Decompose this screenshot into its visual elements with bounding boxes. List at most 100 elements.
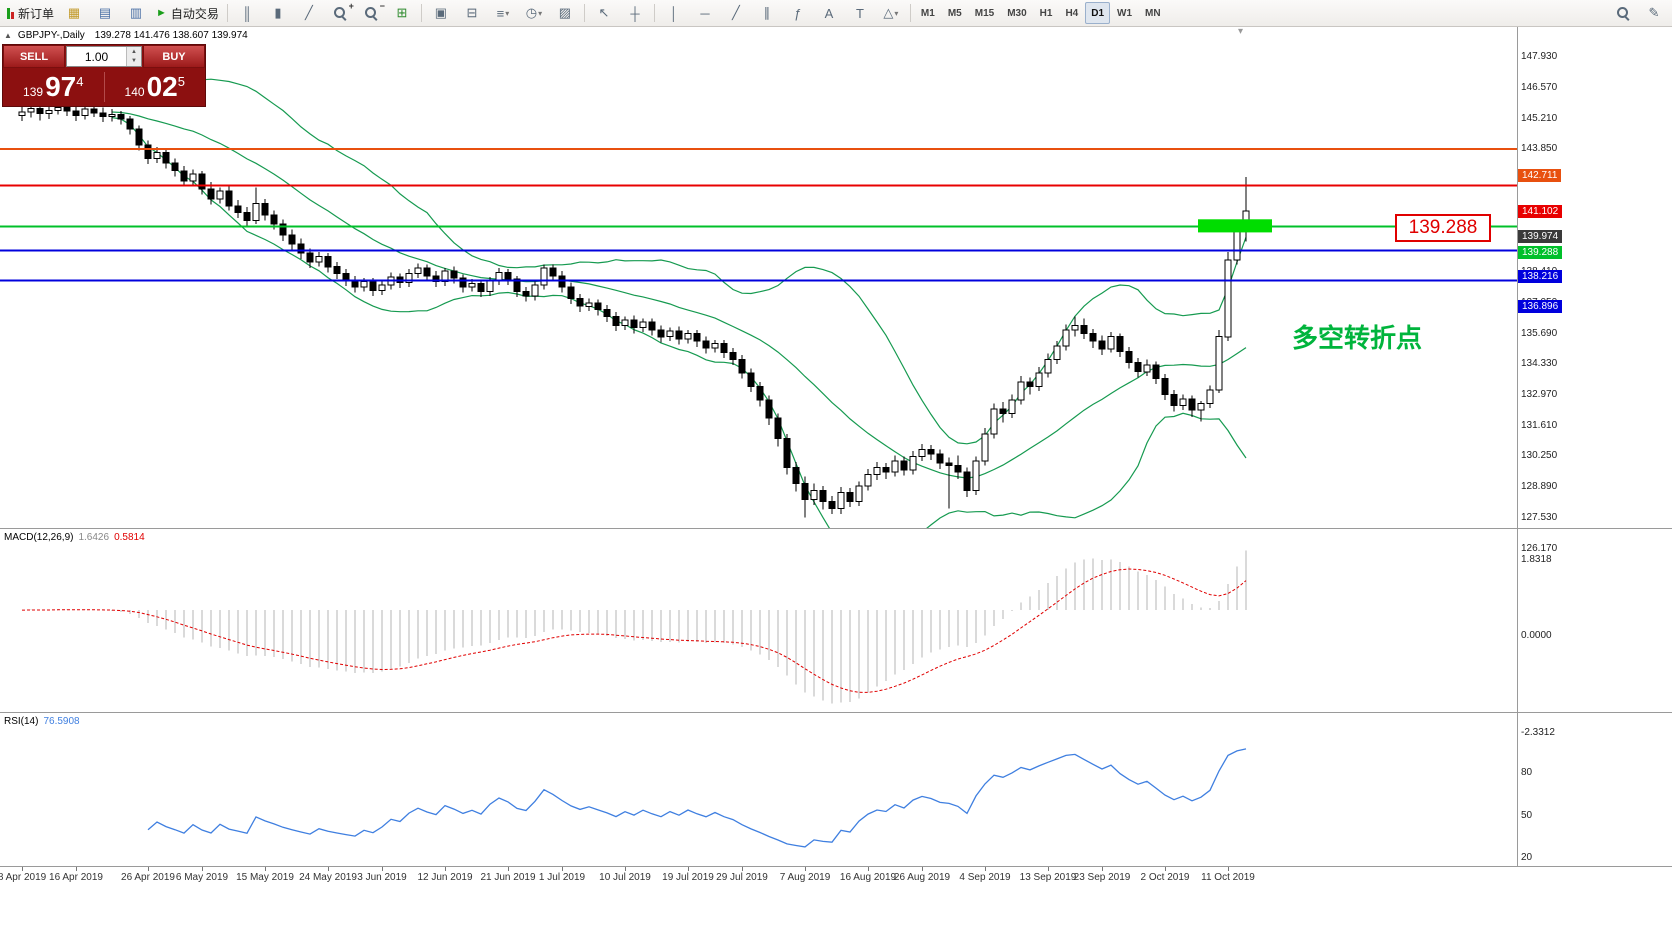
zoom-out-button[interactable]: − [356,1,386,25]
zoom-in-button[interactable]: + [325,1,355,25]
candlestick-mode-button[interactable]: ▮ [263,1,293,25]
price-chart-canvas[interactable] [0,26,1517,528]
cursor-icon: ↖ [598,5,610,20]
horizontal-line-tool-button[interactable]: ─ [690,1,720,25]
price-axis-label: 126.170 [1521,543,1558,554]
fibonacci-tool-button[interactable]: ƒ [783,1,813,25]
line-chart-mode-button[interactable]: ╱ [294,1,324,25]
trendline-tool-button[interactable]: ╱ [721,1,751,25]
periods-button[interactable]: ◷ ▾ [519,1,549,25]
timeframe-h1[interactable]: H1 [1039,7,1053,19]
bar-chart-mode-button[interactable]: ║ [232,1,262,25]
channel-tool-button[interactable]: ∥ [752,1,782,25]
pane-separator[interactable] [0,528,1672,529]
label-tool-button[interactable]: T [845,1,875,25]
date-axis-label[interactable]: 15 May 2019 [236,872,294,883]
date-axis-label[interactable]: 24 May 2019 [299,872,357,883]
volume-down-button[interactable]: ▼ [131,58,137,65]
timeframe-m1[interactable]: M1 [920,7,935,19]
price-axis-label: 131.610 [1521,420,1558,431]
price-level-badge: 136.896 [1518,300,1563,313]
buy-price[interactable]: 140 02 5 [105,70,206,104]
fibonacci-icon: ƒ [794,5,802,21]
price-axis-label: 146.570 [1521,82,1558,93]
date-axis-label[interactable]: 2 Oct 2019 [1140,872,1190,883]
date-axis-label[interactable]: 3 Jun 2019 [357,872,407,883]
volume-input[interactable]: 1.00 [84,49,109,64]
volume-up-button[interactable]: ▲ [131,48,137,55]
sell-price-prefix: 139 [23,85,44,99]
buy-button[interactable]: BUY [143,45,205,68]
timeframe-m5[interactable]: M5 [947,7,962,19]
sell-button[interactable]: SELL [3,45,65,68]
date-axis-label[interactable]: 13 Sep 2019 [1019,872,1077,883]
vertical-line-tool-button[interactable]: │ [659,1,689,25]
indicators-icon: ≡ [496,5,505,21]
date-axis-label[interactable]: 4 Sep 2019 [959,872,1011,883]
toolbar-separator [583,4,585,22]
date-axis-label[interactable]: 7 Aug 2019 [779,872,831,883]
timeframe-m15[interactable]: M15 [974,7,995,19]
autotrading-label: 自动交易 [170,6,219,21]
data-window-button[interactable]: ▤ [90,1,120,25]
date-axis-label[interactable]: 26 Apr 2019 [121,872,175,883]
date-tick [508,867,509,871]
price-callout[interactable]: 139.288 [1395,214,1491,242]
tile-windows-button[interactable]: ▣ [426,1,456,25]
date-axis-label[interactable]: 1 Jul 2019 [538,872,586,883]
new-order-button[interactable]: 新订单 [3,1,58,25]
bollinger-bands [111,78,1247,528]
date-axis-label[interactable]: 16 Aug 2019 [839,872,897,883]
date-axis-label[interactable]: 6 May 2019 [175,872,229,883]
date-axis-label[interactable]: 12 Jun 2019 [417,872,473,883]
cursor-button[interactable]: ↖ [589,1,619,25]
cascade-windows-button[interactable]: ⊟ [457,1,487,25]
date-axis-label[interactable]: 16 Apr 2019 [49,872,103,883]
toolbar-separator [420,4,422,22]
sell-price[interactable]: 139 97 4 [3,70,104,104]
date-axis-label[interactable]: 26 Aug 2019 [893,872,951,883]
timeframe-h4[interactable]: H4 [1065,7,1079,19]
one-click-trading-panel: SELL 1.00 ▲ ▼ BUY 139 97 4 1 [2,44,206,107]
shapes-tool-button[interactable]: △ ▾ [876,1,906,25]
vertical-line-icon: │ [669,5,678,21]
collapse-panel-icon[interactable]: ▲ [4,31,12,40]
highlight-zone[interactable] [1198,219,1272,233]
timeframe-m30[interactable]: M30 [1007,7,1027,19]
rsi-axis-label: 50 [1521,810,1533,821]
scroll-shift-icon[interactable]: ▾ [1238,26,1244,37]
date-axis-label[interactable]: 8 Apr 2019 [0,872,47,883]
text-tool-button[interactable]: A [814,1,844,25]
crosshair-button[interactable]: ┼ [620,1,650,25]
annotation-text[interactable]: 多空转折点 [1292,323,1423,353]
navigator-button[interactable]: ▥ [121,1,151,25]
pane-separator[interactable] [0,712,1672,713]
new-order-icon [7,7,14,19]
date-axis-label[interactable]: 19 Jul 2019 [662,872,714,883]
date-axis-label[interactable]: 10 Jul 2019 [599,872,651,883]
date-axis-label[interactable]: 29 Jul 2019 [716,872,768,883]
market-watch-button[interactable]: ▦ [59,1,89,25]
date-axis-label[interactable]: 21 Jun 2019 [480,872,536,883]
timeframe-d1[interactable]: D1 [1085,2,1111,24]
channel-icon: ∥ [763,5,771,20]
macd-canvas[interactable] [0,529,1517,712]
autotrading-button[interactable]: ► 自动交易 [152,1,223,25]
edit-button[interactable]: ✎ [1639,1,1669,25]
search-button[interactable] [1608,1,1638,25]
timeframe-w1[interactable]: W1 [1117,7,1133,19]
indicators-button[interactable]: ≡ ▾ [488,1,518,25]
date-tick [868,867,869,871]
grid-button[interactable]: ⊞ [387,1,417,25]
date-tick [688,867,689,871]
date-axis-label[interactable]: 23 Sep 2019 [1073,872,1131,883]
template-button[interactable]: ▨ [550,1,580,25]
timeframe-mn[interactable]: MN [1145,7,1161,19]
pane-separator[interactable] [0,866,1672,867]
price-level-badge: 139.974 [1518,230,1563,243]
tile-windows-icon: ▣ [434,5,448,20]
rsi-canvas[interactable] [0,713,1517,866]
date-axis-label[interactable]: 11 Oct 2019 [1201,872,1255,883]
search-icon [1616,6,1630,20]
